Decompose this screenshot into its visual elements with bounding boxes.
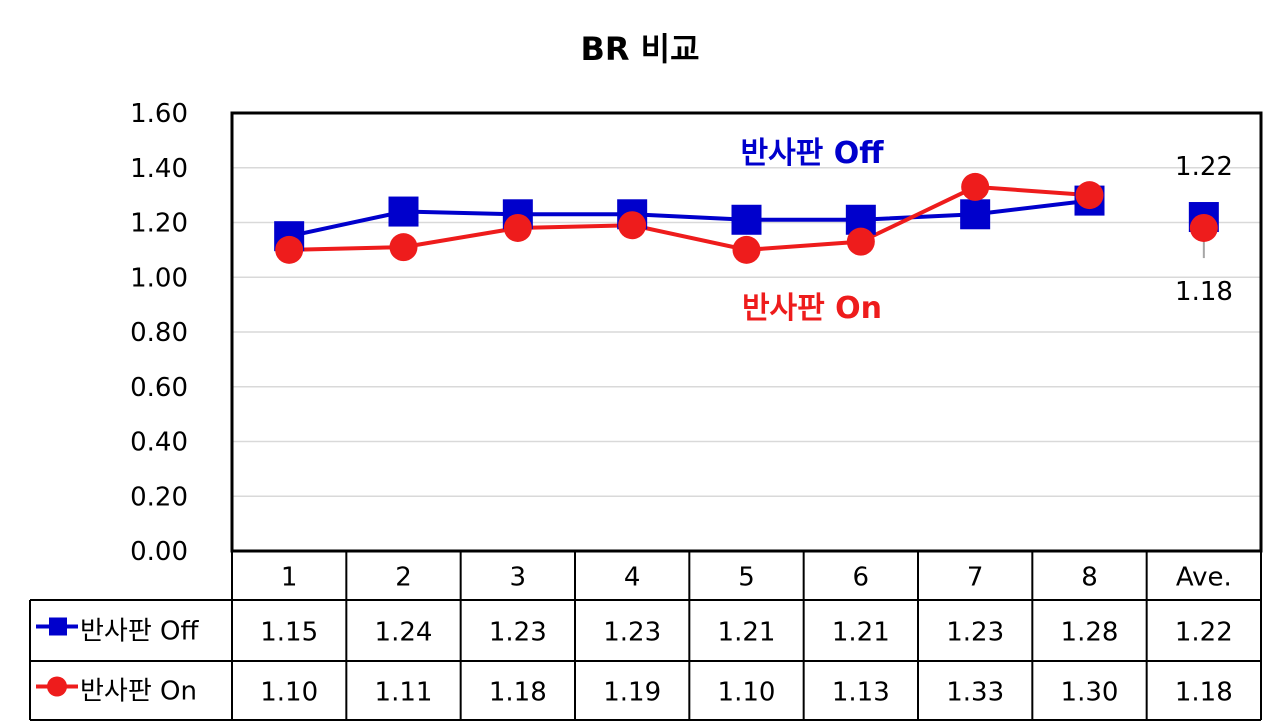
annotation-off: 반사판 Off <box>740 136 884 171</box>
table-cell-off: 1.23 <box>946 618 1004 648</box>
x-tick-label: Ave. <box>1176 563 1232 593</box>
y-tick-label: 0.00 <box>130 537 188 567</box>
data-point-off <box>388 196 419 227</box>
table-cell-on: 1.13 <box>832 678 890 708</box>
ave-label-off: 1.22 <box>1175 152 1233 182</box>
series <box>274 172 1219 264</box>
table-cell-off: 1.23 <box>489 618 547 648</box>
x-tick-label: 4 <box>624 563 641 593</box>
y-tick-label: 1.60 <box>130 99 188 129</box>
ave-label-on: 1.18 <box>1175 277 1233 307</box>
data-point-on <box>618 211 647 240</box>
x-tick-label: 7 <box>967 563 984 593</box>
table-cell-on: 1.18 <box>489 678 547 708</box>
table-cell-off: 1.22 <box>1175 618 1233 648</box>
gridlines <box>232 112 1261 552</box>
series-line-off <box>288 198 1090 239</box>
table-cell-on: 1.10 <box>260 678 318 708</box>
legend-label-on: 반사판 On <box>80 677 197 707</box>
data-point-on <box>389 233 418 262</box>
x-tick-label: 1 <box>281 563 298 593</box>
y-tick-label: 1.20 <box>130 209 188 239</box>
table-cell-off: 1.28 <box>1061 618 1119 648</box>
y-tick-label: 0.60 <box>130 373 188 403</box>
y-tick-label: 0.80 <box>130 318 188 348</box>
table-cell-on: 1.11 <box>375 678 433 708</box>
x-tick-label: 5 <box>738 563 755 593</box>
data-table: 1 2 3 4 5 6 7 8 Ave. 반사판 Off 1.15 1.24 1.23 1.23 1.21 1… <box>29 550 1262 721</box>
data-point-on <box>1189 213 1218 242</box>
table-cell-off: 1.24 <box>375 618 433 648</box>
data-point-on <box>846 227 875 256</box>
data-point-on <box>732 235 761 264</box>
table-cell-off: 1.21 <box>718 618 776 648</box>
chart-title: BR 비교 <box>580 30 699 68</box>
legend-label-off: 반사판 Off <box>80 617 199 647</box>
table-cell-on: 1.30 <box>1061 678 1119 708</box>
table-cell-on: 1.19 <box>603 678 661 708</box>
x-tick-label: 2 <box>395 563 412 593</box>
table-cell-off: 1.15 <box>260 618 318 648</box>
series-line-on <box>289 184 1090 252</box>
data-point-on <box>503 213 532 242</box>
table-cell-off: 1.21 <box>832 618 890 648</box>
data-point-off <box>960 199 991 230</box>
legend-marker-off <box>49 617 67 636</box>
y-tick-label: 1.00 <box>130 263 188 293</box>
table-cell-off: 1.23 <box>603 618 661 648</box>
table-cell-on: 1.33 <box>946 678 1004 708</box>
data-point-off <box>731 204 762 235</box>
y-axis-ticks: 0.00 0.20 0.40 0.60 0.80 1.00 1.20 1.40 1.60 <box>130 99 188 567</box>
x-tick-label: 3 <box>510 563 527 593</box>
data-point-on <box>1075 181 1104 210</box>
y-tick-label: 0.20 <box>130 482 188 512</box>
data-point-on <box>961 172 990 201</box>
y-tick-label: 0.40 <box>130 428 188 458</box>
annotation-on: 반사판 On <box>742 291 882 326</box>
table-cell-on: 1.10 <box>718 678 776 708</box>
x-tick-label: 6 <box>853 563 870 593</box>
legend-marker-on <box>47 676 67 697</box>
data-point-on <box>275 235 304 264</box>
x-tick-label: 8 <box>1081 563 1098 593</box>
table-cell-on: 1.18 <box>1175 678 1233 708</box>
y-tick-label: 1.40 <box>130 154 188 184</box>
